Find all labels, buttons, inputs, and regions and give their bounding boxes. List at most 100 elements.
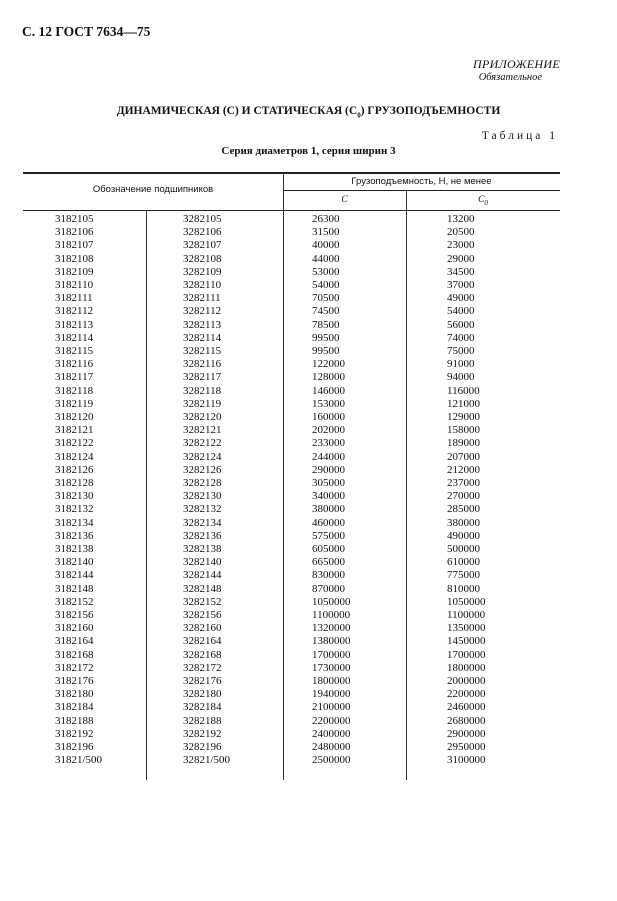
title-part-b: ) ГРУЗОПОДЪЕМНОСТИ bbox=[360, 105, 501, 117]
cell-dynamic-capacity-c: 870000 bbox=[312, 582, 345, 595]
cell-designation-1: 3182112 bbox=[55, 305, 94, 318]
cell-static-capacity-c0: 54000 bbox=[447, 305, 475, 318]
cell-designation-2: 3282184 bbox=[183, 701, 222, 714]
cell-dynamic-capacity-c: 233000 bbox=[312, 437, 345, 450]
column-divider-designations bbox=[146, 210, 147, 780]
cell-designation-2: 3282134 bbox=[183, 516, 222, 529]
cell-static-capacity-c0: 285000 bbox=[447, 503, 480, 516]
cell-designation-1: 3182105 bbox=[55, 213, 94, 225]
cell-designation-2: 32821/500 bbox=[183, 754, 231, 767]
cell-static-capacity-c0: 20500 bbox=[447, 226, 475, 239]
cell-static-capacity-c0: 2680000 bbox=[447, 714, 486, 727]
cell-designation-1: 3182172 bbox=[55, 661, 94, 674]
cell-static-capacity-c0: 610000 bbox=[447, 556, 480, 569]
cell-static-capacity-c0: 116000 bbox=[447, 384, 480, 397]
cell-static-capacity-c0: 270000 bbox=[447, 490, 480, 503]
cell-dynamic-capacity-c: 605000 bbox=[312, 543, 345, 555]
cell-designation-2: 3282117 bbox=[183, 371, 222, 384]
cell-designation-2: 3282180 bbox=[183, 688, 222, 701]
cell-designation-2: 3282192 bbox=[183, 727, 222, 740]
cell-designation-2: 3282126 bbox=[183, 463, 222, 476]
cell-static-capacity-c0: 1800000 bbox=[447, 661, 486, 674]
cell-dynamic-capacity-c: 244000 bbox=[312, 450, 345, 463]
cell-dynamic-capacity-c: 2480000 bbox=[312, 741, 351, 753]
cell-designation-2: 3282112 bbox=[183, 305, 222, 318]
cell-designation-1: 3182144 bbox=[55, 569, 94, 582]
cell-designation-1: 3182110 bbox=[55, 279, 94, 291]
cell-dynamic-capacity-c: 54000 bbox=[312, 279, 340, 291]
cell-dynamic-capacity-c: 460000 bbox=[312, 516, 345, 529]
cell-designation-2: 3282107 bbox=[183, 239, 222, 252]
cell-static-capacity-c0: 2200000 bbox=[447, 688, 486, 701]
cell-designation-2: 3282106 bbox=[183, 226, 222, 239]
cell-static-capacity-c0: 56000 bbox=[447, 318, 475, 331]
cell-designation-2: 3282119 bbox=[183, 397, 222, 410]
cell-designation-1: 3182128 bbox=[55, 477, 94, 489]
table-label: Таблица 1 bbox=[481, 130, 558, 142]
cell-designation-1: 3182121 bbox=[55, 424, 94, 437]
document-title: ДИНАМИЧЕСКАЯ (С) И СТАТИЧЕСКАЯ (С0) ГРУЗ… bbox=[0, 105, 617, 119]
cell-designation-2: 3282128 bbox=[183, 477, 222, 489]
cell-static-capacity-c0: 1050000 bbox=[447, 595, 486, 608]
cell-static-capacity-c0: 3100000 bbox=[447, 754, 486, 767]
cell-designation-2: 3282156 bbox=[183, 609, 222, 621]
cell-static-capacity-c0: 207000 bbox=[447, 450, 480, 463]
cell-static-capacity-c0: 810000 bbox=[447, 582, 480, 595]
cell-static-capacity-c0: 189000 bbox=[447, 437, 480, 450]
cell-designation-1: 3182176 bbox=[55, 675, 94, 687]
cell-designation-1: 3182117 bbox=[55, 371, 94, 384]
cell-dynamic-capacity-c: 1800000 bbox=[312, 675, 351, 687]
cell-static-capacity-c0: 2000000 bbox=[447, 675, 486, 687]
cell-static-capacity-c0: 1450000 bbox=[447, 635, 486, 648]
cell-static-capacity-c0: 74000 bbox=[447, 331, 475, 344]
cell-static-capacity-c0: 75000 bbox=[447, 345, 475, 357]
cell-dynamic-capacity-c: 74500 bbox=[312, 305, 340, 318]
cell-static-capacity-c0: 158000 bbox=[447, 424, 480, 437]
cell-static-capacity-c0: 1700000 bbox=[447, 648, 486, 661]
cell-designation-1: 3182140 bbox=[55, 556, 94, 569]
cell-designation-2: 3282130 bbox=[183, 490, 222, 503]
cell-designation-1: 3182138 bbox=[55, 543, 94, 555]
table-top-border bbox=[23, 172, 560, 174]
cell-dynamic-capacity-c: 2500000 bbox=[312, 754, 351, 767]
cell-static-capacity-c0: 23000 bbox=[447, 239, 475, 252]
cell-designation-2: 3282148 bbox=[183, 582, 222, 595]
cell-designation-2: 3282176 bbox=[183, 675, 222, 687]
cell-designation-2: 3282110 bbox=[183, 279, 222, 291]
cell-dynamic-capacity-c: 575000 bbox=[312, 529, 345, 542]
cell-designation-1: 3182120 bbox=[55, 411, 94, 423]
cell-designation-2: 3282138 bbox=[183, 543, 222, 555]
header-c0: C0 bbox=[406, 195, 560, 207]
cell-static-capacity-c0: 500000 bbox=[447, 543, 480, 555]
table-subtitle: Серия диаметров 1, серия ширин 3 bbox=[221, 145, 396, 157]
cell-dynamic-capacity-c: 202000 bbox=[312, 424, 345, 437]
cell-dynamic-capacity-c: 78500 bbox=[312, 318, 340, 331]
cell-designation-1: 3182107 bbox=[55, 239, 94, 252]
cell-static-capacity-c0: 2900000 bbox=[447, 727, 486, 740]
cell-designation-2: 3282120 bbox=[183, 411, 222, 423]
cell-designation-1: 3182116 bbox=[55, 358, 94, 371]
cell-dynamic-capacity-c: 1700000 bbox=[312, 648, 351, 661]
cell-static-capacity-c0: 94000 bbox=[447, 371, 475, 384]
cell-designation-2: 3282122 bbox=[183, 437, 222, 450]
cell-dynamic-capacity-c: 1940000 bbox=[312, 688, 351, 701]
cell-static-capacity-c0: 490000 bbox=[447, 529, 480, 542]
cell-designation-1: 3182156 bbox=[55, 609, 94, 621]
cell-static-capacity-c0: 1350000 bbox=[447, 622, 486, 635]
cell-designation-1: 31821/500 bbox=[55, 754, 103, 767]
cell-dynamic-capacity-c: 1320000 bbox=[312, 622, 351, 635]
cell-dynamic-capacity-c: 40000 bbox=[312, 239, 340, 252]
cell-dynamic-capacity-c: 2400000 bbox=[312, 727, 351, 740]
cell-static-capacity-c0: 237000 bbox=[447, 477, 480, 489]
cell-designation-1: 3182118 bbox=[55, 384, 94, 397]
cell-designation-2: 3282111 bbox=[183, 292, 221, 305]
cell-dynamic-capacity-c: 290000 bbox=[312, 463, 345, 476]
cell-dynamic-capacity-c: 665000 bbox=[312, 556, 345, 569]
cell-static-capacity-c0: 129000 bbox=[447, 411, 480, 423]
appendix-label: ПРИЛОЖЕНИЕ bbox=[473, 57, 560, 71]
cell-designation-1: 3182124 bbox=[55, 450, 94, 463]
cell-static-capacity-c0: 49000 bbox=[447, 292, 475, 305]
cell-designation-1: 3182134 bbox=[55, 516, 94, 529]
cell-static-capacity-c0: 29000 bbox=[447, 252, 475, 265]
cell-designation-1: 3182106 bbox=[55, 226, 94, 239]
